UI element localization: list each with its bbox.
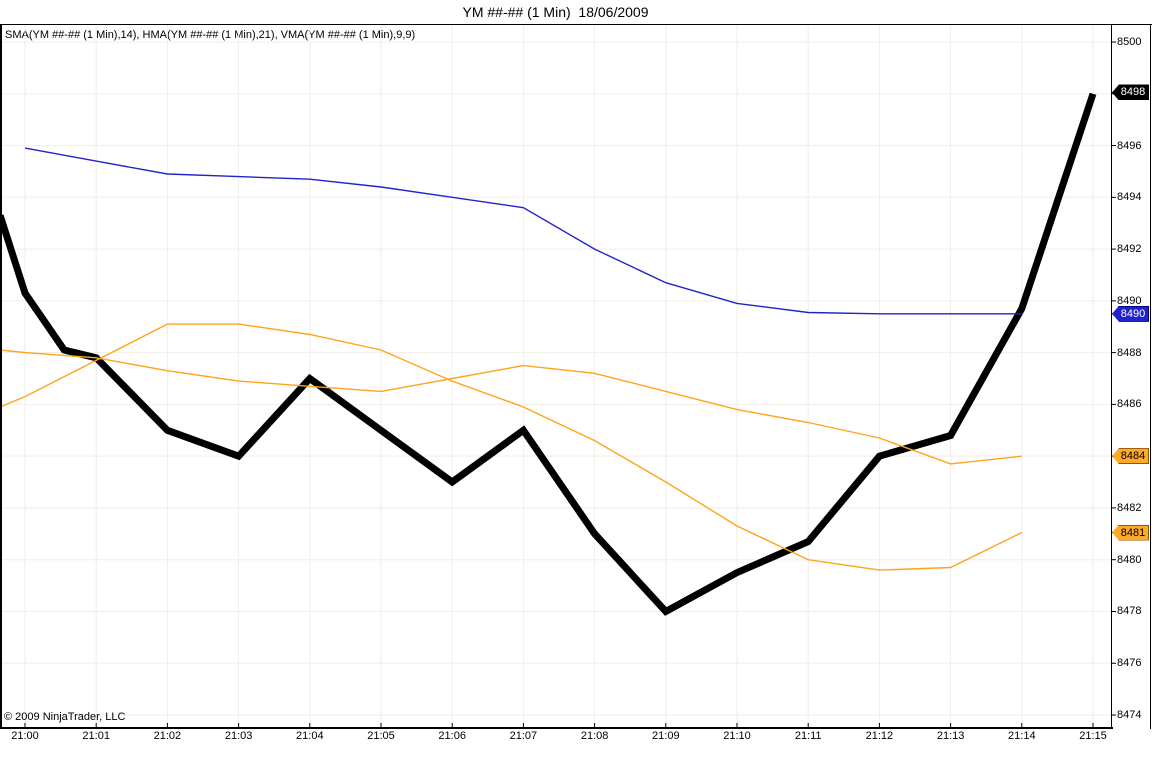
time-axis-label: 21:00 [11, 730, 39, 742]
price-scale-label: 8500 [1117, 36, 1142, 48]
time-axis-label: 21:15 [1079, 730, 1107, 742]
time-axis-label: 21:05 [367, 730, 395, 742]
time-axis-label: 21:04 [296, 730, 324, 742]
price-scale-label: 8488 [1117, 346, 1142, 359]
price-scale-label: 8492 [1117, 243, 1142, 256]
time-axis-label: 21:03 [224, 730, 253, 742]
series-close-line [0, 92, 1097, 616]
indicator-parameters-label: SMA(YM ##-## (1 Min),14), HMA(YM ##-## (… [5, 29, 416, 41]
price-scale-label: 8494 [1117, 191, 1142, 204]
price-scale-label: 8496 [1117, 139, 1142, 152]
chart-title: YM ##-## (1 Min) 18/06/2009 [462, 4, 649, 20]
time-axis-label: 21:12 [865, 730, 894, 742]
price-scale-label: 8474 [1117, 709, 1142, 721]
series-hma-line [24, 147, 1022, 315]
last-price-tag: 8481 [1112, 524, 1149, 541]
time-axis-label: 21:09 [652, 730, 680, 742]
price-scale-label: 8486 [1117, 398, 1142, 411]
time-axis-label: 21:11 [794, 730, 822, 742]
time-axis-label: 21:01 [82, 730, 110, 742]
time-axis-label: 21:08 [580, 730, 609, 742]
last-price-tag: 8498 [1112, 84, 1149, 101]
time-axis-label: 21:14 [1008, 730, 1036, 742]
price-scale-label: 8478 [1117, 605, 1142, 618]
price-scale-label: 8482 [1117, 501, 1142, 514]
last-price-tag: 8490 [1112, 305, 1149, 322]
time-axis-label: 21:02 [153, 730, 182, 742]
time-axis-label: 21:13 [936, 730, 965, 742]
time-axis-label: 21:10 [723, 730, 751, 742]
series-sma-line [0, 349, 1022, 465]
time-axis-label: 21:06 [438, 730, 466, 742]
time-axis-label: 21:07 [509, 730, 538, 742]
price-scale-label: 8490 [1117, 294, 1142, 307]
price-scale-label: 8476 [1117, 657, 1142, 670]
copyright-notice: © 2009 NinjaTrader, LLC [4, 711, 126, 723]
price-scale-label: 8480 [1117, 553, 1142, 566]
series-vma-line [0, 323, 1023, 571]
last-price-tag: 8484 [1112, 448, 1149, 465]
